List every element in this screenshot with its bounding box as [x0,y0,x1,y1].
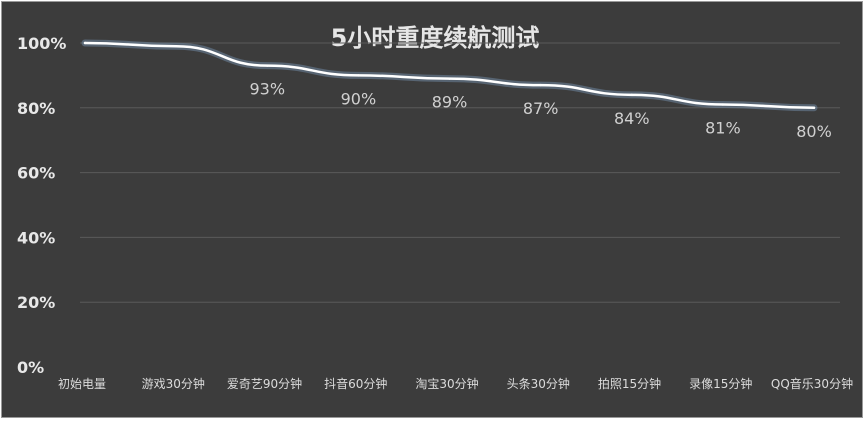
x-tick-label: 头条30分钟 [507,376,570,391]
data-point [539,83,542,87]
chart-title: 5小时重度续航测试 [331,24,540,52]
data-point [266,64,269,67]
y-tick-label: 20% [17,293,55,312]
x-tick-label: 爱奇艺90分钟 [227,376,302,391]
data-point [174,45,178,48]
y-tick-label: 100% [17,34,66,53]
x-tick-label: 拍照15分钟 [598,376,661,391]
x-tick-label: 初始电量 [58,377,106,391]
data-point [357,74,360,77]
grid-lines [80,42,840,303]
data-label: 93% [249,80,285,99]
data-label: 80% [796,122,832,141]
series-line-group [81,39,818,112]
data-point [721,103,725,106]
x-tick-label: 抖音60分钟 [324,376,387,391]
y-tick-label: 80% [17,99,55,118]
data-label: 81% [705,119,741,138]
data-labels: 93% 90% 89% 87% 84% 81% 80% [249,80,831,141]
x-tick-label: QQ音乐30分钟 [771,376,853,391]
data-point [448,77,451,80]
x-tick-label: 游戏30分钟 [142,376,205,391]
x-axis-ticks: 初始电量 游戏30分钟 爱奇艺90分钟 抖音60分钟 淘宝30分钟 头条30分钟 拍照15分… [58,376,853,391]
data-label: 87% [523,99,559,118]
x-tick-label: 淘宝30分钟 [415,376,478,391]
x-tick-label: 录像15分钟 [689,376,752,391]
y-tick-label: 40% [17,228,55,247]
data-label: 84% [614,109,650,128]
data-point [812,106,816,110]
data-label: 89% [432,93,468,112]
y-tick-label: 0% [17,358,44,377]
y-axis-ticks: 0% 20% 40% 60% 80% 100% [17,34,66,377]
data-point [83,41,87,45]
data-point [630,93,633,97]
y-tick-label: 60% [17,164,55,183]
data-label: 90% [341,89,377,108]
